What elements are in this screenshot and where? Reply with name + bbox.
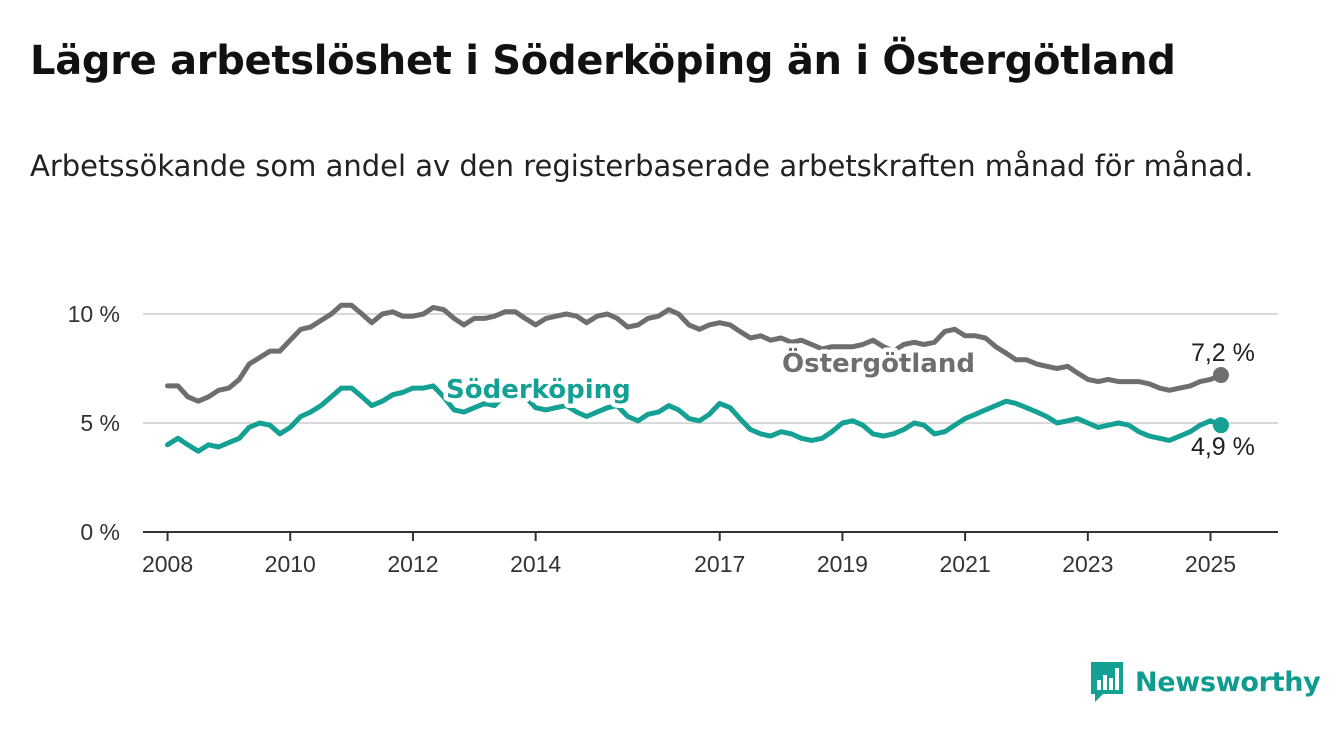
chart-subtitle: Arbetssökande som andel av den registerb… bbox=[30, 149, 1254, 183]
series-end-point bbox=[1212, 367, 1229, 384]
x-axis: 2008 2010 2012 2014 2017 2019 2021 2023 2025 bbox=[142, 531, 1278, 577]
series-label-soderkoping: Söderköping bbox=[446, 375, 631, 405]
bar-chart-logo-icon bbox=[1091, 662, 1123, 702]
brand-name: Newsworthy bbox=[1135, 666, 1321, 698]
x-tick-label: 2017 bbox=[694, 551, 745, 577]
series-line-ostergotland bbox=[165, 302, 1224, 404]
y-tick-label: 0 % bbox=[80, 519, 120, 545]
x-tick-label: 2008 bbox=[142, 551, 193, 577]
x-tick-label: 2025 bbox=[1185, 551, 1236, 577]
series-end-label: 4,9 % bbox=[1191, 433, 1255, 461]
chart-title: Lägre arbetslöshet i Söderköping än i Ös… bbox=[30, 38, 1176, 84]
gridlines: 0 % 5 % 10 % bbox=[68, 301, 1278, 545]
series-label-halo: Östergötland bbox=[782, 346, 975, 379]
series-label-ostergotland: Östergötland bbox=[782, 346, 975, 379]
brand-logo: Newsworthy bbox=[1089, 660, 1321, 704]
series-label-halo: Söderköping bbox=[446, 375, 631, 405]
line-chart: 0 %5 %10 % 2008 2010 2012 2014 2017 2019 2021 2… bbox=[68, 301, 1278, 577]
series-line-soderkoping bbox=[165, 383, 1224, 454]
series-end-point bbox=[1212, 417, 1229, 434]
x-tick-label: 2021 bbox=[940, 551, 991, 577]
series-lines bbox=[165, 302, 1229, 454]
x-tick-label: 2012 bbox=[387, 551, 438, 577]
y-tick-label: 10 % bbox=[68, 301, 120, 327]
x-tick-label: 2010 bbox=[265, 551, 316, 577]
x-tick-label: 2023 bbox=[1062, 551, 1113, 577]
series-end-label: 7,2 % bbox=[1191, 339, 1255, 367]
y-tick-label: 5 % bbox=[80, 410, 120, 436]
x-tick-label: 2014 bbox=[510, 551, 561, 577]
x-tick-label: 2019 bbox=[817, 551, 868, 577]
